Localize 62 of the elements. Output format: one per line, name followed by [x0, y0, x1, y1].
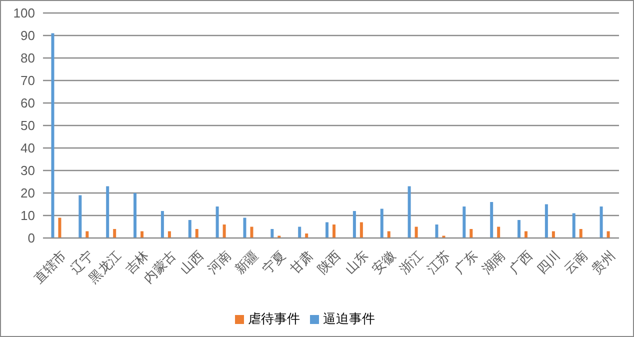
bar [270, 229, 274, 238]
bar [435, 224, 438, 238]
x-tick-label: 陕西 [315, 248, 344, 278]
x-tick-label: 甘肃 [288, 248, 317, 278]
legend-label: 虐待事件 [248, 312, 300, 327]
bar [216, 206, 219, 238]
y-tick-label: 100 [13, 6, 35, 21]
x-tick-label: 新疆 [232, 248, 262, 278]
bar [408, 186, 411, 238]
x-tick-label: 山东 [342, 248, 372, 278]
y-tick-label: 10 [20, 208, 35, 224]
bar [298, 226, 302, 238]
bar [78, 195, 82, 238]
bar [195, 229, 198, 238]
bar [106, 186, 110, 238]
bar [544, 204, 548, 238]
bar [470, 229, 473, 238]
bar [518, 220, 521, 238]
bar [360, 222, 363, 238]
bar [497, 226, 500, 238]
bar [579, 229, 582, 238]
bar [380, 208, 384, 238]
x-tick-label: 四川 [534, 248, 564, 278]
x-tick-label: 湖南 [480, 248, 509, 278]
y-tick-label: 60 [20, 96, 35, 111]
bar [462, 206, 466, 238]
x-tick-label: 直辖市 [32, 248, 70, 287]
bar [58, 218, 62, 238]
x-tick-label: 江苏 [424, 248, 454, 278]
y-tick-label: 20 [20, 186, 35, 201]
legend-label: 逼迫事件 [323, 312, 375, 327]
bar [113, 229, 116, 238]
bar [490, 202, 494, 238]
x-tick-label: 广西 [507, 248, 536, 278]
y-tick-label: 80 [20, 50, 35, 66]
x-tick-label: 安徽 [369, 248, 399, 278]
bar [332, 224, 336, 238]
bar [600, 206, 603, 238]
bar [51, 33, 54, 238]
x-tick-label: 广东 [452, 248, 482, 278]
bar [250, 226, 254, 238]
y-tick-label: 90 [20, 28, 35, 44]
y-tick-label: 50 [20, 118, 35, 134]
y-tick-label: 70 [20, 73, 35, 88]
y-tick-label: 0 [28, 230, 35, 246]
y-tick-label: 40 [20, 140, 35, 156]
x-tick-label: 宁夏 [259, 248, 290, 278]
bar [134, 193, 137, 238]
bar [414, 226, 418, 238]
bar [222, 224, 226, 238]
x-tick-label: 河南 [205, 248, 234, 278]
bar [572, 213, 576, 238]
x-tick-label: 贵州 [589, 248, 618, 278]
bar [160, 211, 164, 238]
bar [352, 211, 356, 238]
x-tick-label: 浙江 [397, 248, 426, 278]
bar [243, 218, 246, 238]
x-tick-label: 云南 [562, 248, 591, 278]
bar [326, 222, 329, 238]
bar [188, 220, 192, 238]
x-tick-label: 山西 [178, 248, 207, 278]
y-tick-label: 30 [20, 163, 35, 178]
